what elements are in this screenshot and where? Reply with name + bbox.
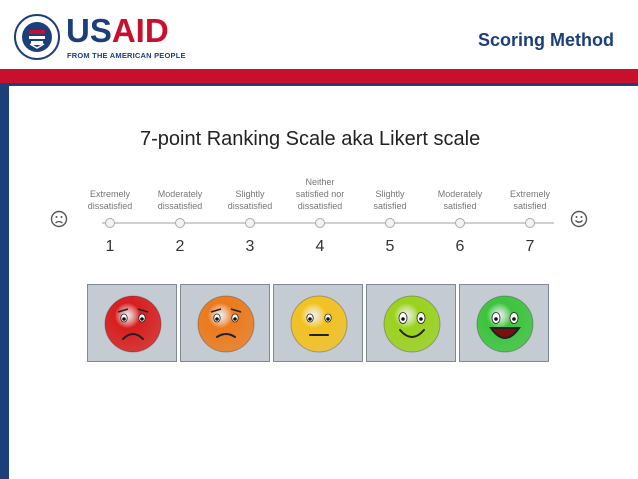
scale-radio-button[interactable] [105, 218, 115, 228]
scale-point-number: 4 [315, 238, 325, 255]
face-tile[interactable] [366, 284, 456, 362]
very-happy-face-icon [476, 295, 534, 353]
scale-point-label: Moderately dissatisfied [157, 189, 203, 211]
usaid-logo: USAID [66, 12, 169, 49]
header-red-rule [0, 69, 638, 83]
usaid-seal-icon [14, 14, 60, 60]
scale-point-label: Moderately satisfied [437, 189, 483, 211]
emoji-face-strip [87, 284, 551, 364]
scale-point-label: Slightly dissatisfied [227, 189, 273, 211]
scale-point-number: 2 [175, 238, 185, 255]
scale-point-number: 5 [385, 238, 395, 255]
scale-radio-button[interactable] [525, 218, 535, 228]
face-tile[interactable] [459, 284, 549, 362]
scale-radio-button[interactable] [385, 218, 395, 228]
scale-radio-button[interactable] [245, 218, 255, 228]
scale-point-label: Slightly satisfied [373, 189, 407, 211]
likert-scale: Extremely dissatisfied 1 Moderately dissat… [40, 166, 600, 266]
frown-outline-icon [50, 210, 68, 228]
slide-header-bar: USAID FROM THE AMERICAN PEOPLE Scoring M… [0, 0, 638, 68]
scale-point-number: 1 [105, 238, 115, 255]
neutral-face-icon [290, 295, 348, 353]
scale-point-number: 6 [455, 238, 465, 255]
scale-radio-button[interactable] [175, 218, 185, 228]
face-tile[interactable] [273, 284, 363, 362]
slide-title: 7-point Ranking Scale aka Likert scale [140, 128, 481, 150]
header-blue-rule [0, 83, 638, 86]
face-tile[interactable] [180, 284, 270, 362]
scale-point-number: 7 [525, 238, 535, 255]
face-tile[interactable] [87, 284, 177, 362]
section-title: Scoring Method [478, 30, 614, 50]
sad-face-icon [197, 295, 255, 353]
left-accent-bar [0, 86, 9, 479]
scale-point-number: 3 [245, 238, 255, 255]
scale-radio-button[interactable] [455, 218, 465, 228]
scale-point-label: Neither satisfied nor dissatisfied [295, 177, 345, 211]
scale-radio-button[interactable] [315, 218, 325, 228]
scale-point-label: Extremely satisfied [509, 189, 550, 211]
usaid-tagline: FROM THE AMERICAN PEOPLE [67, 51, 186, 60]
scale-track [102, 222, 554, 224]
happy-face-icon [383, 295, 441, 353]
scale-point-label: Extremely dissatisfied [87, 189, 133, 211]
smile-outline-icon [570, 210, 588, 228]
very-sad-face-icon [104, 295, 162, 353]
